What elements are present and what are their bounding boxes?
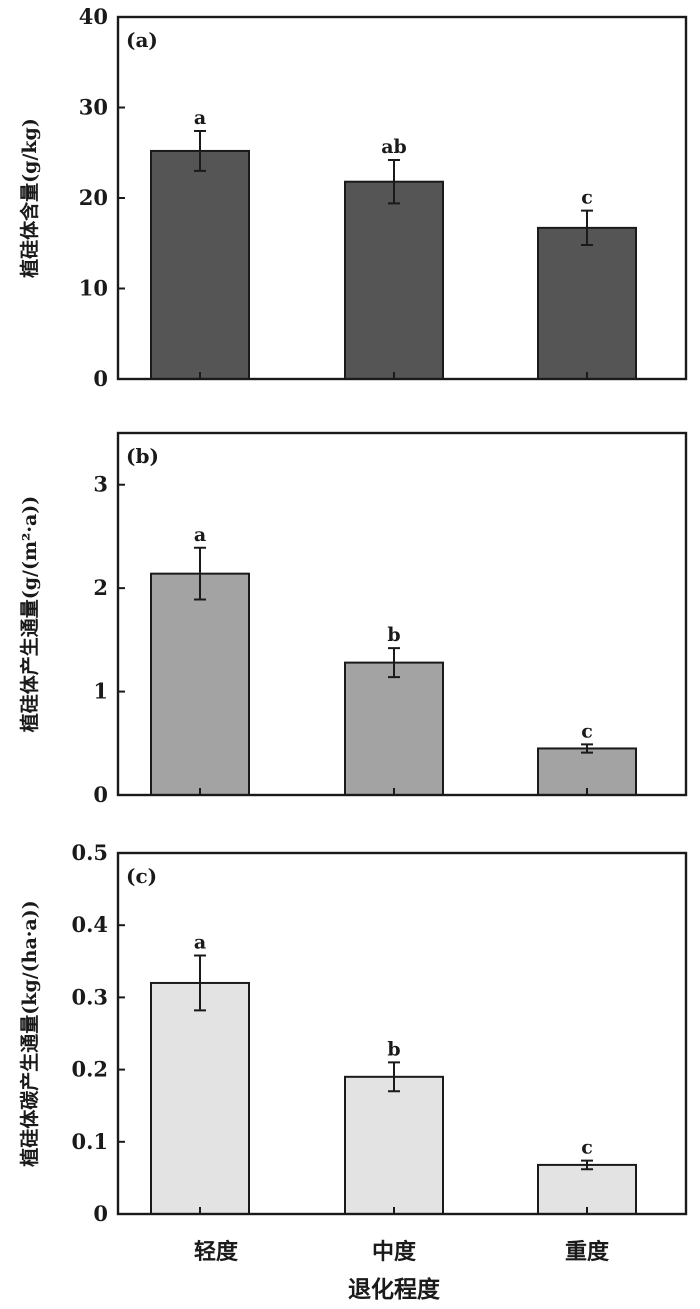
- chart-panel-0: a ab c 0 10 20 30 40 (a) 植硅体含量(g/kg): [18, 4, 688, 391]
- y-tick-label-3: 3: [93, 472, 108, 497]
- bar-1: [344, 661, 444, 797]
- bar-0: [150, 149, 250, 380]
- error-bar-2: [581, 209, 593, 247]
- chart-panel-1: a b c 0 1 2 3 (b) 植硅体产生通量(g/(m²·a)): [18, 431, 688, 807]
- bar-0: [150, 572, 250, 796]
- y-tick-label-2: 20: [79, 185, 108, 210]
- bar-2: [537, 1163, 637, 1216]
- error-bar-0: [194, 130, 206, 172]
- error-bar-0: [194, 546, 206, 601]
- shared-x-axis: 轻度 中度 重度 退化程度: [194, 1239, 610, 1303]
- panel-label: (b): [126, 444, 159, 468]
- y-tick-label-1: 10: [79, 276, 108, 301]
- y-tick-label-3: 0.3: [71, 984, 108, 1009]
- plot-frame: [116, 431, 688, 797]
- significance-label-1: b: [387, 624, 400, 646]
- significance-label-0: a: [194, 107, 206, 129]
- significance-label-2: c: [581, 720, 593, 742]
- y-tick-label-4: 40: [79, 4, 108, 29]
- x-category-1: 中度: [372, 1239, 417, 1265]
- error-bar-1: [388, 1061, 400, 1093]
- panel-label: (c): [126, 864, 157, 888]
- significance-label-0: a: [194, 932, 206, 954]
- y-tick-label-5: 0.5: [71, 840, 108, 865]
- chart-panels: aabc010203040(a)植硅体含量(g/kg)abc0123(b)植硅体…: [18, 4, 688, 1226]
- x-axis-title: 退化程度: [348, 1276, 441, 1303]
- y-tick-label-0: 0: [93, 1201, 108, 1226]
- bar-2: [537, 226, 637, 380]
- error-bar-1: [388, 158, 400, 205]
- plot-frame: [116, 851, 688, 1216]
- significance-label-2: c: [581, 187, 593, 209]
- y-tick-label-3: 30: [79, 95, 108, 120]
- error-bar-2: [581, 1159, 593, 1171]
- y-tick-label-2: 0.2: [71, 1057, 108, 1082]
- significance-label-2: c: [581, 1137, 593, 1159]
- error-bar-0: [194, 954, 206, 1012]
- y-tick-label-0: 0: [93, 366, 108, 391]
- significance-label-0: a: [194, 524, 206, 546]
- bar-2: [537, 747, 637, 797]
- bar-1: [344, 1075, 444, 1215]
- y-tick-label-4: 0.4: [71, 912, 108, 937]
- error-bar-1: [388, 647, 400, 679]
- significance-label-1: ab: [381, 136, 407, 158]
- bar-0: [150, 981, 250, 1216]
- y-tick-label-1: 1: [93, 679, 108, 704]
- y-axis-title: 植硅体产生通量(g/(m²·a)): [18, 496, 41, 733]
- bar-1: [344, 180, 444, 380]
- panel-label: (a): [126, 28, 158, 52]
- x-category-2: 重度: [565, 1239, 610, 1265]
- y-axis-title: 植硅体碳产生通量(kg/(ha·a)): [18, 900, 41, 1166]
- y-tick-label-0: 0: [93, 782, 108, 807]
- x-category-0: 轻度: [194, 1239, 239, 1265]
- y-tick-label-2: 2: [93, 575, 108, 600]
- error-bar-2: [581, 743, 593, 754]
- chart-panel-2: a b c 0 0.1 0.2 0.3 0.4 0.5 (c) 植硅体碳产生通量(kg/(ha·a)…: [18, 840, 688, 1226]
- y-tick-label-1: 0.1: [71, 1129, 108, 1154]
- significance-label-1: b: [387, 1038, 400, 1060]
- y-axis-title: 植硅体含量(g/kg): [18, 118, 41, 278]
